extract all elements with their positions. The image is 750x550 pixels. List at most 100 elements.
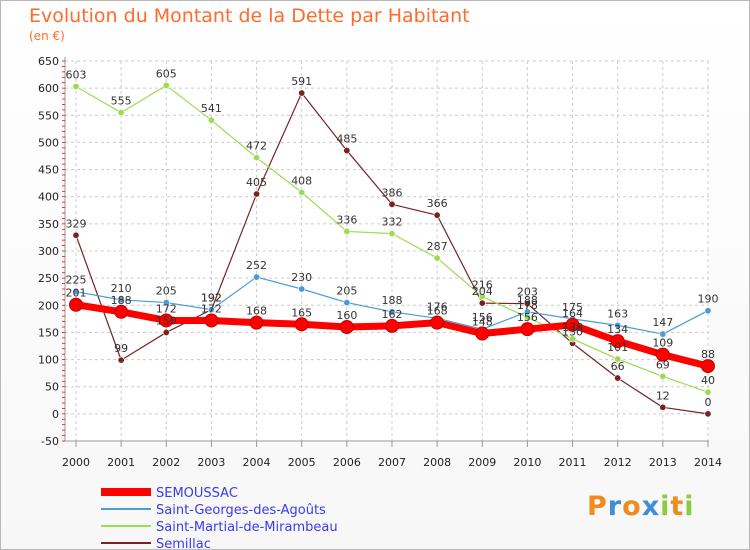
data-point (207, 306, 215, 314)
data-point (298, 285, 306, 293)
data-point (614, 374, 622, 382)
data-point (388, 308, 396, 316)
legend-label: Saint-Martial-de-Mirambeau (156, 520, 338, 535)
data-label: 66 (611, 360, 625, 373)
data-point (343, 299, 351, 307)
x-tick-label: 2012 (604, 456, 632, 469)
data-label: 336 (336, 213, 357, 226)
data-point (614, 355, 622, 363)
data-point (339, 320, 354, 334)
data-label: 192 (201, 292, 222, 305)
data-label: 190 (697, 293, 718, 306)
data-label: 156 (517, 311, 538, 324)
x-tick-label: 2003 (197, 456, 225, 469)
data-label: 12 (656, 389, 670, 402)
data-point (659, 372, 667, 380)
data-point (655, 347, 670, 362)
data-point (565, 317, 580, 332)
y-tick-label: 500 (38, 136, 59, 149)
data-label: 147 (652, 316, 673, 329)
data-label: 188 (381, 294, 402, 307)
data-label: 408 (291, 174, 312, 187)
data-label: 168 (427, 305, 448, 318)
data-label: 176 (427, 300, 448, 313)
y-tick-label: 200 (38, 299, 59, 312)
data-label: 204 (472, 285, 493, 298)
logo-letter: i (660, 491, 671, 522)
x-tick-label: 2013 (649, 456, 677, 469)
data-label: 541 (201, 102, 222, 115)
data-point (253, 190, 261, 198)
data-point (204, 313, 219, 328)
data-label: 168 (246, 305, 267, 318)
y-tick-label: -50 (41, 435, 59, 448)
data-point (433, 254, 441, 262)
data-point (343, 147, 351, 155)
legend-label: Saint-Georges-des-Agoûts (156, 503, 326, 518)
logo-letter: o (622, 491, 642, 522)
y-tick-label: 650 (38, 55, 59, 68)
x-tick-label: 2002 (152, 456, 180, 469)
data-point (614, 321, 622, 329)
logo-letter: t (670, 491, 685, 522)
data-point (520, 322, 535, 337)
data-label: 201 (66, 287, 87, 300)
data-point (343, 227, 351, 235)
data-label: 134 (607, 323, 628, 336)
data-point (478, 299, 486, 307)
y-tick-label: 50 (45, 381, 59, 394)
y-tick-label: 400 (38, 191, 59, 204)
data-label: 230 (291, 271, 312, 284)
data-label: 88 (701, 348, 715, 361)
data-point (433, 211, 441, 219)
data-label: 287 (427, 240, 448, 253)
y-tick-label: 450 (38, 164, 59, 177)
x-tick-label: 2001 (107, 456, 135, 469)
data-label: 252 (246, 259, 267, 272)
x-tick-label: 2006 (333, 456, 361, 469)
data-point (659, 330, 667, 338)
data-point (298, 188, 306, 196)
data-point (569, 335, 577, 343)
data-label: 555 (111, 95, 132, 108)
data-point (72, 231, 80, 239)
data-point (162, 299, 170, 307)
y-tick-label: 550 (38, 109, 59, 122)
x-tick-label: 2008 (423, 456, 451, 469)
data-point (384, 318, 399, 333)
y-tick-label: 300 (38, 245, 59, 258)
x-tick-label: 2011 (559, 456, 587, 469)
data-point (700, 359, 715, 374)
data-point (704, 410, 712, 418)
data-point (659, 403, 667, 411)
unit-label: (en €) (29, 29, 65, 43)
data-point (117, 356, 125, 364)
y-tick-label: 250 (38, 272, 59, 285)
data-label: 164 (562, 307, 583, 320)
data-label: 329 (66, 217, 87, 230)
data-point (294, 317, 309, 332)
data-point (69, 297, 83, 312)
logo-letter: P (587, 491, 608, 522)
data-point (704, 388, 712, 396)
data-point (388, 200, 396, 208)
logo-letter: r (607, 491, 623, 522)
data-label: 591 (291, 75, 312, 88)
data-point (159, 313, 174, 328)
y-tick-label: 0 (52, 408, 59, 421)
x-tick-label: 2009 (468, 456, 496, 469)
data-label: 0 (704, 396, 711, 409)
data-point (253, 273, 261, 281)
data-label: 156 (472, 311, 493, 324)
data-point (253, 154, 261, 162)
data-label: 40 (701, 374, 715, 387)
data-point (72, 83, 80, 91)
data-label: 175 (562, 301, 583, 314)
data-label: 203 (517, 286, 538, 299)
x-tick-label: 2000 (62, 456, 90, 469)
data-label: 130 (562, 325, 583, 338)
data-label: 605 (156, 67, 177, 80)
data-label: 472 (246, 140, 267, 153)
data-label: 163 (607, 307, 628, 320)
